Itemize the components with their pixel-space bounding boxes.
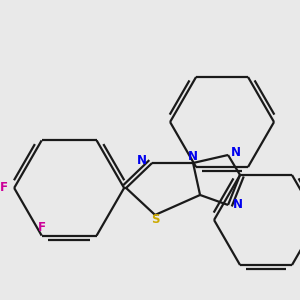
- Text: N: N: [188, 151, 198, 164]
- Text: F: F: [38, 221, 46, 234]
- Text: N: N: [231, 146, 241, 160]
- Text: S: S: [151, 214, 159, 226]
- Text: N: N: [137, 154, 147, 167]
- Text: F: F: [0, 182, 8, 194]
- Text: N: N: [233, 199, 243, 212]
